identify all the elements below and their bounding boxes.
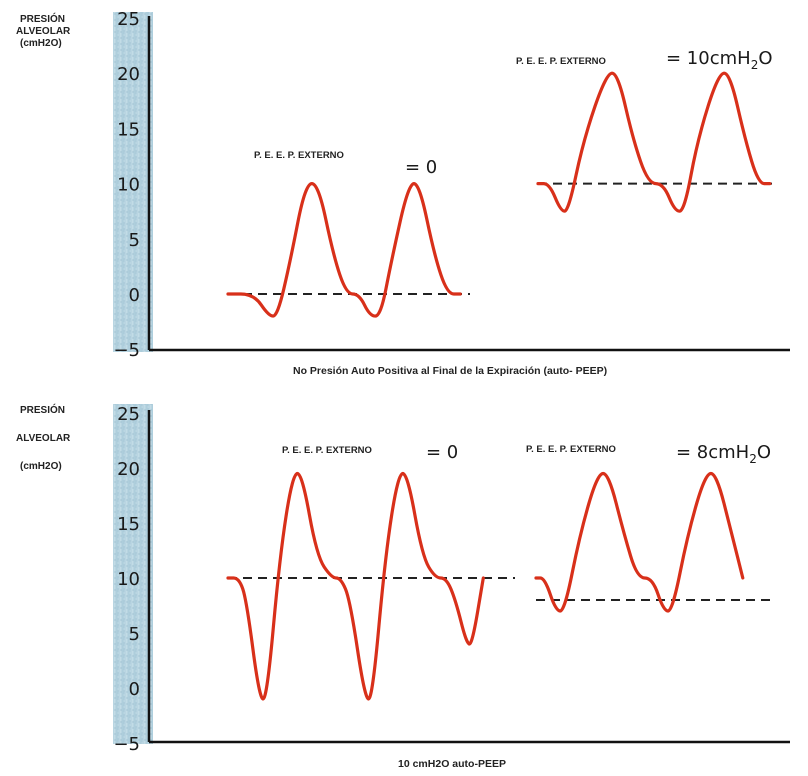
pressure-curve (226, 471, 485, 701)
series-group (226, 71, 778, 318)
y-tick-label: −5 (113, 340, 140, 361)
y-axis-label-line: (cmH2O) (20, 38, 62, 49)
pressure-curve (536, 71, 772, 213)
y-tick-label: 10 (117, 569, 140, 590)
chart-caption: No Presión Auto Positiva al Final de la … (293, 365, 607, 377)
y-axis-label-line: PRESIÓN (20, 12, 65, 25)
y-tick-labels: 25 20 15 10 5 0 −5 (113, 404, 140, 755)
y-tick-label: 25 (117, 9, 140, 30)
chart-caption: 10 cmH2O auto-PEEP (398, 758, 506, 770)
y-axis-label-line: ALVEOLAR (16, 433, 71, 444)
peep-value: = 0 (405, 157, 437, 178)
y-tick-label: 10 (117, 175, 140, 196)
pressure-curve (226, 182, 462, 318)
panel-bottom: PRESIÓN ALVEOLAR (cmH2O) 25 20 15 10 5 0 −5 P.… (16, 403, 790, 770)
y-axis-label-line: ALVEOLAR (16, 26, 71, 37)
y-tick-labels: 25 20 15 10 5 0 −5 (113, 9, 140, 361)
peep-label: P. E. E. P. EXTERNO (254, 150, 344, 161)
y-tick-label: −5 (113, 734, 140, 755)
peep-value: = 10cmH2O (666, 48, 773, 72)
y-tick-label: 5 (129, 230, 140, 251)
peep-label: P. E. E. P. EXTERNO (282, 445, 372, 456)
peep-label: P. E. E. P. EXTERNO (526, 444, 616, 455)
peep-value: = 8cmH2O (676, 442, 771, 466)
y-tick-label: 25 (117, 404, 140, 425)
y-tick-label: 20 (117, 64, 140, 85)
peep-label: P. E. E. P. EXTERNO (516, 56, 606, 67)
y-axis-label-line: (cmH2O) (20, 461, 62, 472)
axis-band (113, 12, 153, 352)
y-tick-label: 0 (129, 679, 140, 700)
peep-value: = 0 (426, 442, 458, 463)
panel-top: PRESIÓN ALVEOLAR (cmH2O) 25 20 15 10 5 0 −5 P.… (16, 9, 790, 377)
pressure-curve (534, 471, 745, 613)
y-tick-label: 20 (117, 459, 140, 480)
y-tick-label: 0 (129, 285, 140, 306)
y-tick-label: 15 (117, 119, 140, 140)
y-tick-label: 15 (117, 514, 140, 535)
y-tick-label: 5 (129, 624, 140, 645)
series-group (226, 471, 776, 701)
y-axis-label-line: PRESIÓN (20, 403, 65, 416)
axis-band (113, 404, 153, 744)
